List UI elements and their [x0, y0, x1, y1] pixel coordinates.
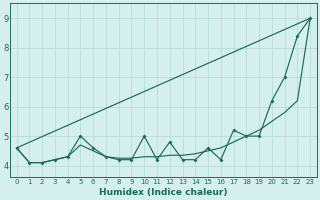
X-axis label: Humidex (Indice chaleur): Humidex (Indice chaleur) — [99, 188, 228, 197]
